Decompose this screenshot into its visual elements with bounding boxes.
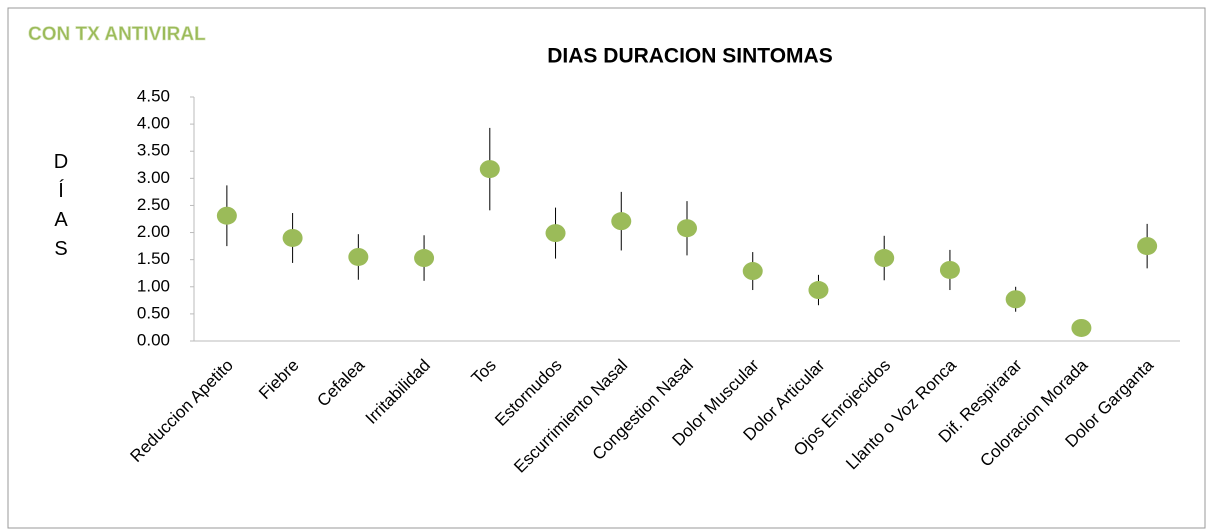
x-tick-label: Coloracion Morada <box>976 355 1091 470</box>
dot <box>348 247 369 266</box>
dot <box>742 262 763 281</box>
tag: CON TX ANTIVIRAL <box>28 24 206 45</box>
dot <box>1071 318 1092 337</box>
dot <box>874 249 895 268</box>
y-tick-label: 3.50 <box>137 141 170 160</box>
dot <box>216 206 237 225</box>
x-tick-label: Escurrimiento Nasal <box>510 356 631 477</box>
x-tick-label: Reduccion Apetito <box>127 356 237 466</box>
dot <box>611 212 632 231</box>
y-axis-label: DÍAS <box>53 151 69 260</box>
dot <box>282 228 303 247</box>
y-tick-label: 2.50 <box>137 195 170 214</box>
dot <box>414 249 435 268</box>
y-tick-label: 0.50 <box>137 303 170 322</box>
y-tick-label: 1.50 <box>137 249 170 268</box>
dot <box>1137 237 1158 256</box>
y-tick-label: 3.00 <box>137 168 170 187</box>
x-tick-label: Irritabilidad <box>362 356 434 428</box>
dot <box>939 260 960 279</box>
x-tick-label: Cefalea <box>313 355 368 410</box>
y-tick-label: 0.00 <box>137 330 170 349</box>
dot <box>479 160 500 179</box>
chart-title: DIAS DURACION SINTOMAS <box>547 45 832 68</box>
y-tick-label: 2.00 <box>137 222 170 241</box>
x-tick-label: Llanto o Voz Ronca <box>842 355 960 473</box>
dot <box>808 281 829 300</box>
x-tick-label: Fiebre <box>255 356 303 404</box>
dot <box>677 219 697 238</box>
dot <box>1005 290 1026 309</box>
y-tick-label: 1.00 <box>137 276 170 295</box>
chart-frame <box>7 7 1206 529</box>
x-tick-label: Tos <box>468 356 500 388</box>
y-tick-label: 4.50 <box>137 86 170 105</box>
y-tick-label: 4.00 <box>137 114 170 133</box>
dot <box>545 224 566 243</box>
